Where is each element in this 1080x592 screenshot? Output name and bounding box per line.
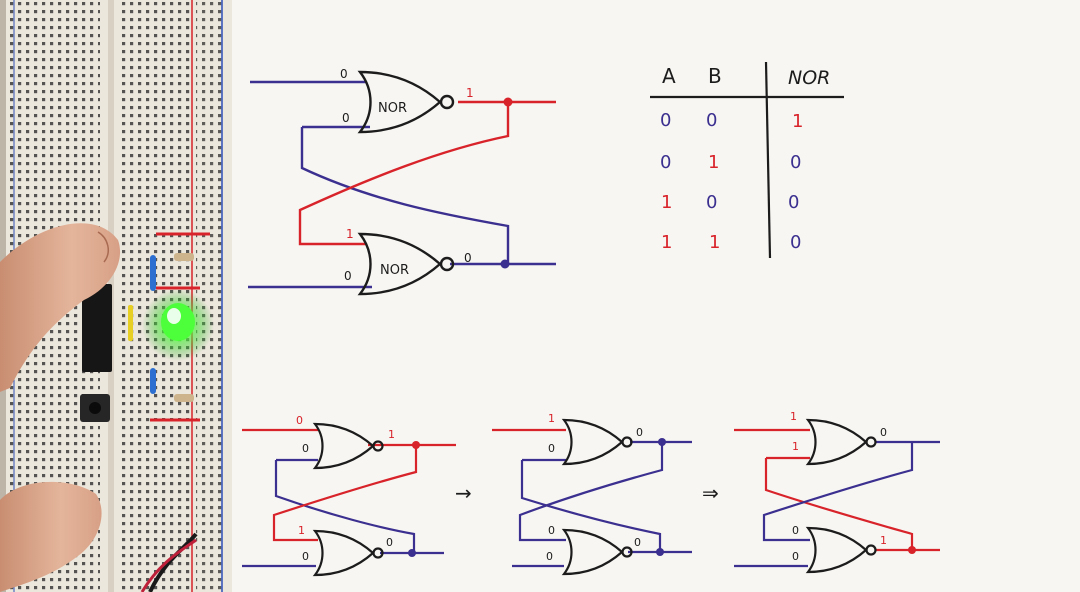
seq-value: 0 <box>792 550 799 563</box>
truth-table-header-b: B <box>708 64 722 88</box>
seq-value: 1 <box>298 524 305 537</box>
truth-table-cell: 1 <box>792 111 803 132</box>
main-bottom-input-value: 0 <box>344 269 352 283</box>
gate-label-top: NOR <box>378 101 407 116</box>
paper-sheet <box>225 0 1080 592</box>
seq-value: 0 <box>548 524 555 537</box>
seq-value: 0 <box>792 524 799 537</box>
resistor <box>174 253 194 261</box>
seq-value: 0 <box>302 442 309 455</box>
thumb <box>0 481 102 592</box>
gate-label-bottom: NOR <box>380 263 409 278</box>
sequence-panel-1: 0 0 1 1 0 0 <box>242 414 456 577</box>
ic-chip <box>82 284 112 372</box>
finger-pressing-button <box>0 223 121 392</box>
truth-table-cell: 1 <box>709 232 720 253</box>
seq-value: 0 <box>296 414 303 427</box>
main-bottom-output-value: 0 <box>464 251 472 265</box>
truth-table-cell: 1 <box>708 152 719 173</box>
truth-table-cell: 0 <box>706 110 717 131</box>
seq-value: 0 <box>546 550 553 563</box>
resistor <box>174 394 194 402</box>
seq-value: 0 <box>548 442 555 455</box>
truth-table-cell: 0 <box>788 192 799 213</box>
truth-table: A B NOR 0 0 1 0 1 0 1 0 0 1 1 0 <box>650 61 844 259</box>
seq-value: 1 <box>880 534 887 547</box>
main-top-input-value: 0 <box>340 67 348 81</box>
truth-table-header-a: A <box>662 64 676 88</box>
main-top-feedback-value: 0 <box>342 111 350 125</box>
seq-value: 0 <box>302 550 309 563</box>
sequence-arrow-2: ⇒ <box>702 481 719 505</box>
seq-value: 0 <box>386 536 393 549</box>
sequence-panel-2: 1 0 0 0 0 0 <box>492 412 692 576</box>
seq-value: 1 <box>388 428 395 441</box>
seq-value: 0 <box>636 426 643 439</box>
seq-value: 0 <box>880 426 887 439</box>
seq-value: 0 <box>634 536 641 549</box>
sequence-arrow-1: → <box>455 481 472 505</box>
truth-table-cell: 0 <box>790 152 801 173</box>
seq-value: 1 <box>792 440 799 453</box>
seq-value: 1 <box>790 410 797 423</box>
truth-table-cell: 0 <box>660 110 671 131</box>
sequence-panel-3: 1 1 0 0 0 1 <box>734 410 940 574</box>
seq-value: 1 <box>548 412 555 425</box>
truth-table-cell: 0 <box>790 232 801 253</box>
main-latch-diagram: NOR NOR 0 0 1 1 0 0 <box>248 67 556 296</box>
truth-table-cell: 1 <box>661 232 672 253</box>
breadboard-components <box>80 232 214 592</box>
truth-table-header-nor: NOR <box>788 67 830 89</box>
truth-table-cell: 0 <box>660 152 671 173</box>
truth-table-cell: 1 <box>661 192 672 213</box>
main-top-output-value: 1 <box>466 86 474 100</box>
main-bottom-feedback-value: 1 <box>346 227 354 241</box>
truth-table-cell: 0 <box>706 192 717 213</box>
